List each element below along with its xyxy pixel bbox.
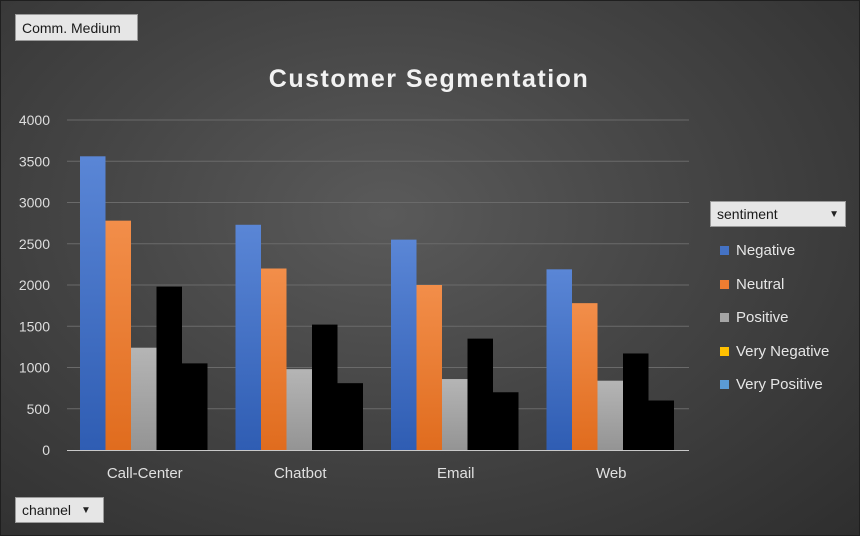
bar-chatbot-negative: [235, 224, 261, 450]
y-tick-label: 1000: [19, 360, 50, 376]
chevron-down-icon: ▼: [829, 208, 839, 220]
bar-chatbot-very-positive: [337, 383, 363, 450]
legend-swatch: [720, 313, 729, 323]
legend-label: Negative: [736, 242, 796, 260]
bar-web-positive: [597, 380, 623, 450]
legend-swatch: [720, 279, 729, 289]
bar-chatbot-neutral: [261, 268, 287, 450]
sentiment-field-button[interactable]: sentiment ▼: [710, 201, 846, 227]
legend-item-negative[interactable]: Negative: [720, 234, 829, 268]
bar-email-very-positive: [493, 392, 519, 450]
legend: Negative Neutral Positive Very Negative Very…: [720, 234, 829, 402]
bar-chatbot-positive: [286, 369, 312, 450]
bar-web-negative: [546, 269, 572, 450]
y-tick-label: 0: [42, 442, 50, 458]
bar-call-center-neutral: [105, 220, 131, 450]
bar-call-center-very-negative: [156, 286, 182, 450]
x-tick-label: Web: [596, 465, 627, 482]
legend-swatch: [720, 346, 729, 356]
x-tick-label: Call-Center: [107, 465, 183, 482]
channel-field-button[interactable]: channel ▼: [15, 497, 104, 523]
y-tick-label: 1500: [19, 318, 50, 334]
chart-title: Customer Segmentation: [269, 65, 589, 93]
x-tick-label: Email: [437, 465, 475, 482]
x-axis-ticks: Call-Center Chatbot Email Web: [107, 465, 627, 482]
bar-call-center-very-positive: [182, 363, 208, 450]
channel-field-label: channel: [22, 502, 72, 518]
bar-email-neutral: [416, 285, 442, 450]
legend-item-very-positive[interactable]: Very Positive: [720, 368, 829, 402]
legend-label: Positive: [736, 309, 789, 327]
legend-item-neutral[interactable]: Neutral: [720, 268, 829, 302]
bar-web-neutral: [572, 303, 598, 450]
comm-medium-filter-label: Comm. Medium: [22, 19, 121, 36]
y-tick-label: 4000: [19, 112, 50, 128]
legend-item-positive[interactable]: Positive: [720, 301, 829, 335]
y-tick-label: 3000: [19, 195, 50, 211]
bars: [67, 156, 689, 451]
legend-label: Very Negative: [736, 342, 830, 360]
sentiment-field-label: sentiment: [717, 206, 778, 222]
bar-web-very-positive: [648, 400, 674, 450]
bar-web-very-negative: [623, 353, 649, 450]
x-tick-label: Chatbot: [274, 465, 327, 482]
bar-call-center-positive: [131, 347, 157, 450]
legend-label: Very Positive: [736, 376, 823, 394]
legend-item-very-negative[interactable]: Very Negative: [720, 335, 829, 369]
legend-label: Neutral: [736, 275, 785, 293]
bar-email-negative: [391, 239, 417, 450]
y-tick-label: 3500: [19, 153, 50, 169]
y-tick-label: 2000: [19, 277, 50, 293]
bar-email-positive: [442, 379, 468, 450]
y-tick-label: 2500: [19, 236, 50, 252]
legend-swatch: [720, 380, 729, 390]
legend-swatch: [720, 246, 729, 256]
bar-call-center-negative: [80, 156, 106, 451]
chevron-down-icon: ▼: [81, 504, 91, 516]
bar-email-very-negative: [467, 338, 493, 450]
comm-medium-filter-button[interactable]: Comm. Medium: [15, 14, 138, 41]
bar-chatbot-very-negative: [312, 324, 338, 450]
y-axis-ticks: 0 500 1000 1500 2000 2500 3000 3500 4000: [19, 112, 50, 458]
y-tick-label: 500: [27, 401, 51, 417]
